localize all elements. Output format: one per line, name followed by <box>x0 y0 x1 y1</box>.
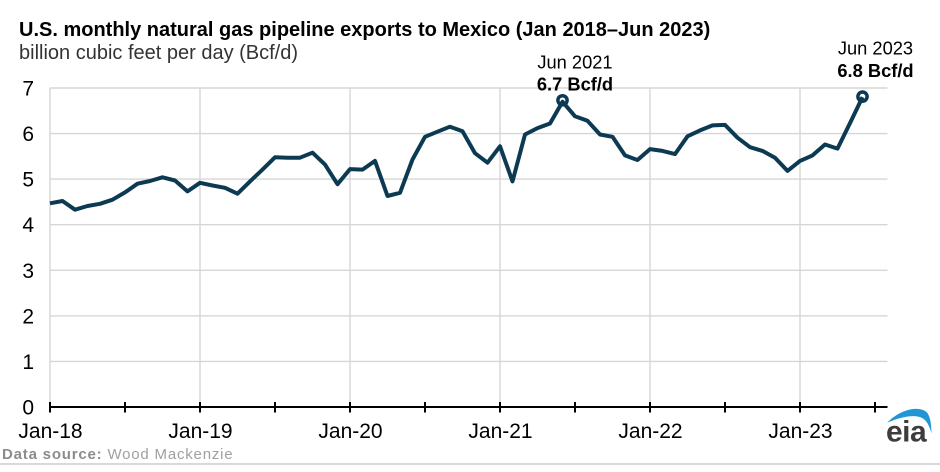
svg-text:0: 0 <box>22 397 34 420</box>
svg-text:U.S. monthly natural gas pipel: U.S. monthly natural gas pipeline export… <box>19 19 710 41</box>
svg-text:Jun 2021: Jun 2021 <box>537 52 612 73</box>
svg-text:1: 1 <box>22 351 34 374</box>
svg-text:Jan-23: Jan-23 <box>768 420 832 443</box>
svg-text:Jun 2023: Jun 2023 <box>838 38 913 59</box>
svg-text:Jan-22: Jan-22 <box>618 420 682 443</box>
svg-text:6.7 Bcf/d: 6.7 Bcf/d <box>537 74 613 95</box>
svg-text:billion cubic feet per day (Bc: billion cubic feet per day (Bcf/d) <box>19 42 298 64</box>
svg-text:5: 5 <box>22 169 34 192</box>
svg-text:7: 7 <box>22 78 34 101</box>
svg-text:3: 3 <box>22 260 34 283</box>
svg-text:eia: eia <box>886 416 927 449</box>
svg-text:Jan-20: Jan-20 <box>318 420 382 443</box>
svg-text:2: 2 <box>22 305 34 328</box>
svg-text:6.8 Bcf/d: 6.8 Bcf/d <box>837 60 913 81</box>
svg-text:Jan-21: Jan-21 <box>468 420 532 443</box>
svg-text:6: 6 <box>22 123 34 146</box>
svg-text:4: 4 <box>22 214 34 237</box>
svg-text:Jan-18: Jan-18 <box>18 420 82 443</box>
svg-text:Jan-19: Jan-19 <box>168 420 232 443</box>
svg-text:Data source: Wood Mackenzie: Data source: Wood Mackenzie <box>2 446 233 463</box>
